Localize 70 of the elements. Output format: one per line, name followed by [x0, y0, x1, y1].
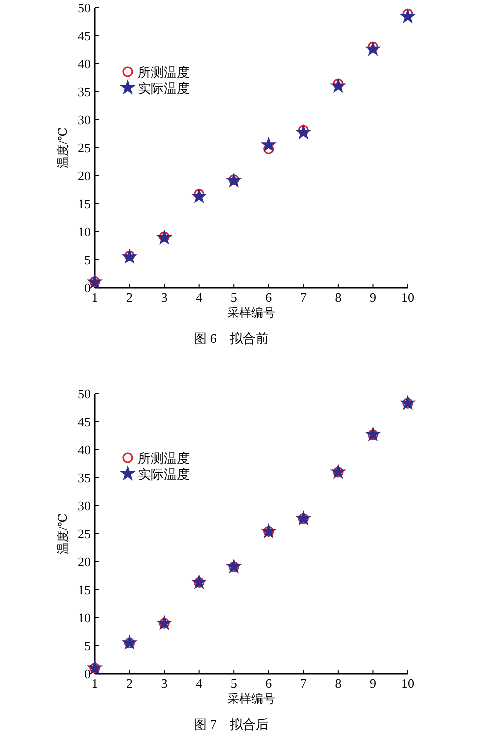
x-tick-label: 6 — [266, 290, 273, 305]
y-tick-label: 35 — [78, 470, 91, 486]
y-axis-title: 温度/℃ — [56, 514, 70, 554]
point — [226, 172, 242, 188]
y-tick-label: 0 — [84, 666, 91, 682]
x-tick-label: 1 — [92, 290, 98, 305]
x-tick-label: 9 — [370, 676, 376, 691]
point — [400, 8, 416, 24]
text: 图 7 拟合后 — [194, 717, 269, 732]
x-tick-label: 4 — [196, 676, 204, 691]
y-tick-label: 0 — [84, 280, 91, 296]
x-tick-label: 3 — [161, 676, 168, 691]
y-tick-label: 30 — [78, 498, 91, 514]
x-tick-label: 5 — [230, 676, 238, 691]
x-tick-label: 2 — [126, 290, 134, 305]
point — [156, 615, 173, 630]
x-tick-label: 2 — [126, 676, 134, 691]
y-tick-label: 15 — [78, 582, 91, 598]
x-tick-label: 6 — [266, 676, 273, 691]
y-tick-label: 40 — [78, 442, 91, 458]
x-tick-label: 1 — [92, 676, 98, 691]
point — [122, 248, 138, 264]
x-tick-label: 7 — [300, 290, 308, 305]
point — [365, 41, 382, 56]
x-axis-title: 采样编号 — [228, 306, 276, 320]
point — [122, 634, 138, 650]
point — [191, 574, 208, 590]
point — [260, 136, 277, 152]
x-tick-label: 10 — [402, 290, 414, 305]
point — [330, 464, 346, 480]
point — [330, 78, 346, 94]
legend-label: 实际温度 — [138, 81, 190, 96]
point — [400, 395, 416, 410]
y-tick-label: 50 — [78, 0, 91, 16]
point — [191, 188, 208, 204]
x-tick-label: 8 — [335, 676, 342, 691]
y-tick-label: 35 — [78, 84, 91, 100]
y-tick-label: 10 — [78, 610, 91, 626]
y-tick-label: 50 — [78, 386, 91, 402]
point — [260, 523, 277, 539]
x-tick-label: 3 — [161, 290, 168, 305]
legend-label: 实际温度 — [138, 467, 190, 482]
y-tick-label: 40 — [78, 56, 91, 72]
x-tick-label: 9 — [370, 290, 376, 305]
y-tick-label: 45 — [78, 414, 91, 430]
text: 图 6 拟合前 — [194, 331, 269, 346]
y-tick-label: 20 — [78, 554, 91, 570]
y-axis-title: 温度/℃ — [56, 128, 70, 168]
legend-label: 所测温度 — [138, 65, 190, 80]
y-tick-label: 30 — [78, 112, 91, 128]
point — [226, 558, 242, 574]
y-tick-label: 5 — [84, 252, 91, 268]
point — [365, 426, 382, 442]
point — [296, 124, 312, 140]
y-tick-label: 45 — [78, 28, 91, 44]
y-tick-label: 20 — [78, 168, 91, 184]
x-axis-title: 采样编号 — [228, 692, 276, 706]
x-tick-label: 7 — [300, 676, 308, 691]
y-tick-label: 25 — [78, 526, 91, 542]
point — [156, 230, 173, 245]
y-tick-label: 5 — [84, 638, 91, 654]
legend-label: 所测温度 — [138, 451, 190, 466]
y-tick-label: 25 — [78, 140, 91, 156]
x-tick-label: 8 — [335, 290, 342, 305]
x-tick-label: 5 — [230, 290, 238, 305]
point — [296, 510, 312, 526]
x-tick-label: 4 — [196, 290, 204, 305]
x-tick-label: 10 — [402, 676, 414, 691]
y-tick-label: 10 — [78, 224, 91, 240]
y-tick-label: 15 — [78, 196, 91, 212]
